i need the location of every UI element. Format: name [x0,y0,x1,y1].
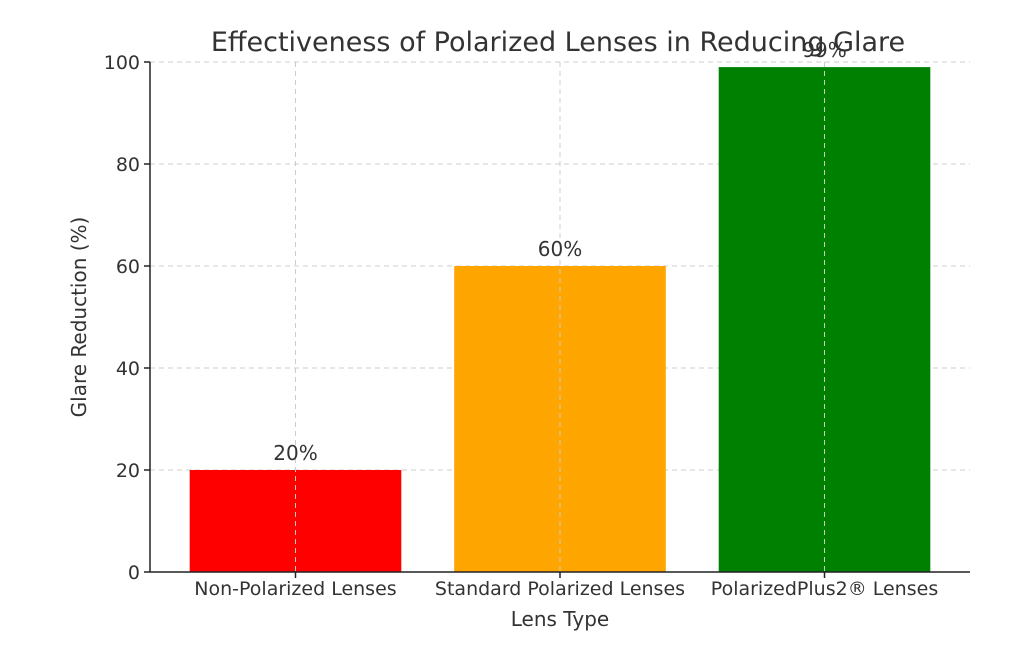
y-tick-label: 60 [116,256,140,278]
chart-title: Effectiveness of Polarized Lenses in Red… [211,27,905,58]
bar-value-label: 99% [802,38,846,62]
y-tick-label: 100 [104,52,140,74]
tick-labels: 0 20 40 60 80 100 Non-Polarized Lenses Standard… [104,52,938,600]
x-axis-label: Lens Type [511,607,610,631]
y-tick-label: 20 [116,460,140,482]
bar-value-label: 20% [273,441,317,465]
x-tick-label: Standard Polarized Lenses [435,578,685,600]
y-tick-label: 0 [128,562,140,584]
bar-2 [454,266,666,572]
data-labels: 20% 60% 99% [273,38,846,465]
x-tick-label: PolarizedPlus2® Lenses [711,578,938,600]
y-axis-label: Glare Reduction (%) [67,217,91,418]
bar-value-label: 60% [538,237,582,261]
y-tick-label: 80 [116,154,140,176]
y-tick-label: 40 [116,358,140,380]
x-tick-label: Non-Polarized Lenses [194,578,396,600]
